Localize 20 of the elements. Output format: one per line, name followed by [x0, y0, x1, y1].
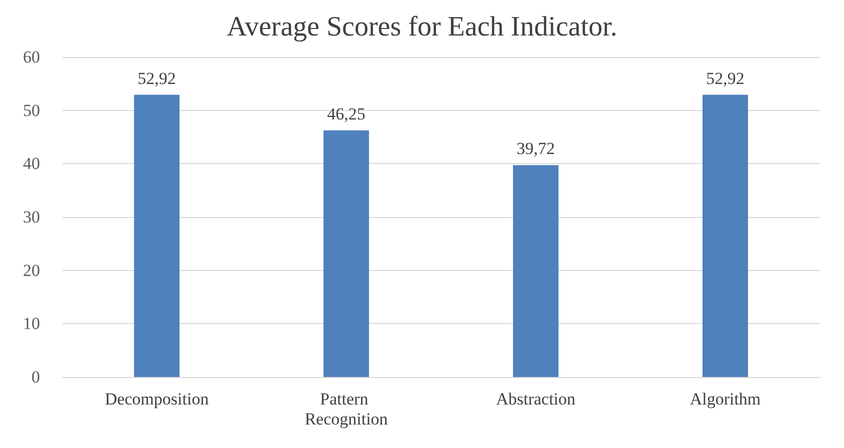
y-tick-label: 0 — [32, 368, 40, 386]
x-tick-label: Pattern Recognition — [304, 390, 388, 428]
y-tick-label: 20 — [23, 260, 40, 280]
bar — [702, 94, 748, 377]
data-label: 39,72 — [516, 139, 555, 158]
bar — [513, 165, 558, 377]
y-tick-label: 50 — [23, 100, 40, 120]
y-tick-label: 40 — [23, 154, 40, 174]
bar — [324, 130, 369, 377]
y-tick-label: 10 — [23, 314, 40, 334]
data-label: 52,92 — [706, 68, 744, 88]
x-tick-label: Abstraction — [496, 390, 576, 408]
bar — [134, 94, 180, 377]
x-tick-label: Decomposition — [104, 390, 210, 408]
data-label: 52,92 — [138, 68, 176, 88]
x-tick-label: Algorithm — [690, 390, 761, 408]
y-tick-label: 30 — [23, 208, 40, 226]
y-tick-label: 60 — [23, 48, 40, 66]
data-label: 46,25 — [327, 104, 366, 124]
chart-title: Average Scores for Each Indicator. — [226, 12, 618, 42]
